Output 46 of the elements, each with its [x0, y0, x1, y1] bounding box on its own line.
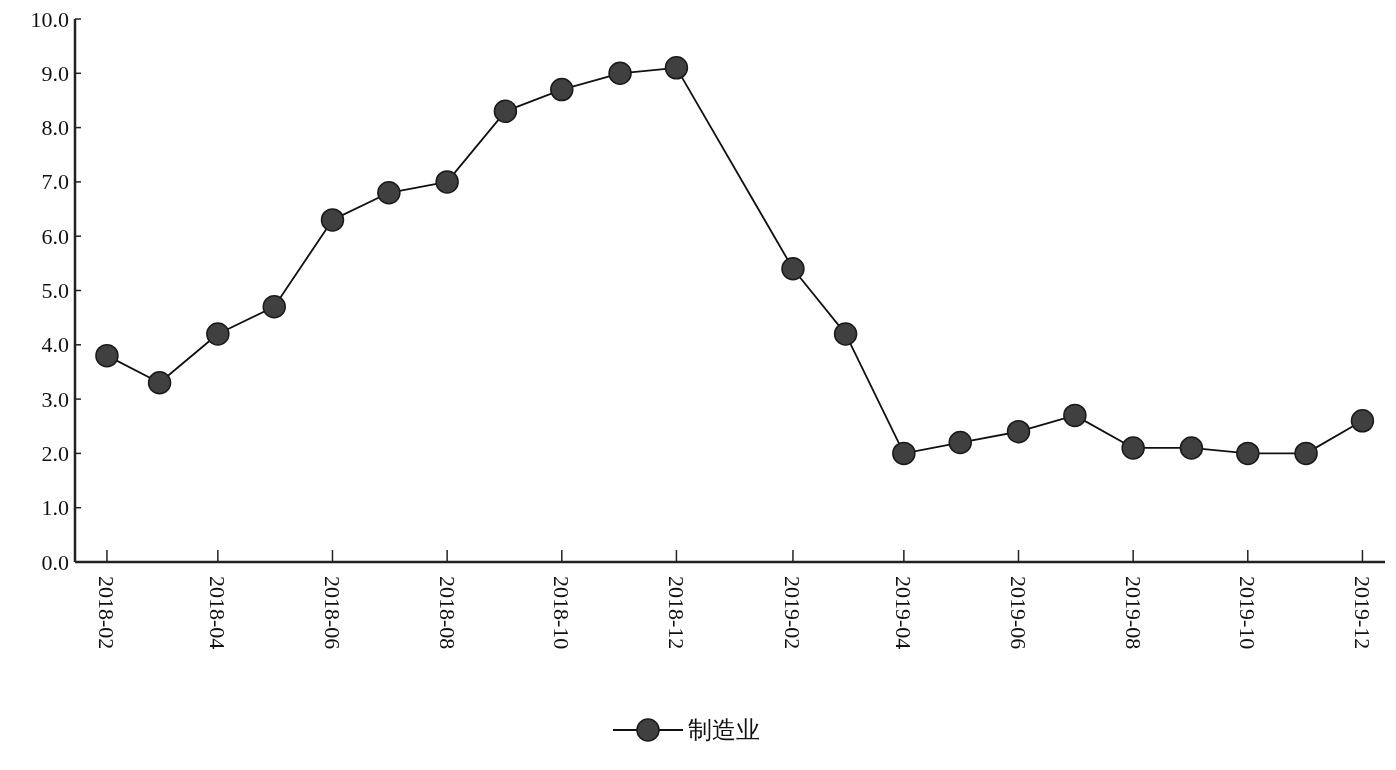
x-tick-label: 2019-02: [780, 576, 806, 650]
point: [1294, 441, 1318, 466]
point: [833, 322, 858, 346]
y-tick-label: 5.0: [41, 278, 69, 303]
x-tick-label: 2019-06: [1006, 576, 1031, 650]
y-tick-label: 7.0: [41, 169, 69, 195]
x-tick-label: 2018-06: [319, 576, 345, 650]
x-tick-label: 2019-04: [891, 576, 917, 650]
y-tick-label: 3.0: [41, 386, 69, 412]
point: [206, 322, 230, 346]
point: [147, 371, 172, 395]
y-tick-label: 0.0: [41, 549, 69, 575]
y-tick-label: 1.0: [41, 495, 69, 521]
point: [781, 257, 805, 281]
y-tick-label: 2.0: [41, 440, 69, 466]
point: [608, 61, 632, 86]
point: [1350, 409, 1375, 433]
point: [95, 343, 119, 368]
y-tick-label: 4.0: [41, 332, 69, 358]
point: [1063, 403, 1087, 428]
y-tick-label: 8.0: [41, 115, 69, 141]
y-tick-label: 10.0: [30, 6, 69, 32]
point: [1179, 436, 1204, 460]
x-tick-label: 2018-04: [205, 576, 231, 650]
x-tick-label: 2018-10: [549, 576, 575, 650]
x-tick-label: 2019-10: [1235, 576, 1261, 650]
point: [664, 56, 689, 80]
point: [493, 99, 518, 124]
point: [1006, 419, 1031, 444]
x-tick-label: 2019-08: [1120, 576, 1146, 650]
y-tick-label: 9.0: [41, 60, 69, 86]
point: [377, 181, 401, 205]
x-tick-label: 2018-12: [663, 576, 689, 650]
point: [435, 170, 459, 194]
point: [948, 430, 972, 455]
y-tick-label: 6.0: [41, 223, 69, 249]
point: [1236, 441, 1260, 466]
point: [892, 441, 916, 466]
x-tick-label: 2018-02: [94, 576, 120, 650]
x-tick-label: 2018-08: [434, 576, 460, 650]
point: [262, 295, 286, 319]
point: [550, 77, 574, 102]
point: [1121, 436, 1145, 460]
legend-label: 制造业: [688, 717, 760, 743]
x-tick-label: 2019-12: [1349, 576, 1375, 650]
point: [320, 208, 345, 232]
